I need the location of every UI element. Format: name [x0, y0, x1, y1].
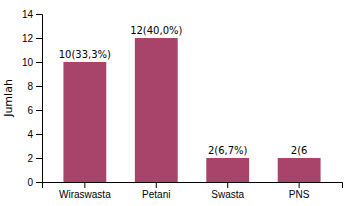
bar [63, 62, 106, 182]
y-tick: 2 [27, 153, 42, 164]
data-label: 2(6,7%) [208, 145, 248, 156]
x-tick-label: Swasta [211, 189, 244, 200]
y-tick-label: 8 [27, 81, 33, 92]
x-tick: PNS [289, 182, 310, 200]
y-tick-label: 6 [27, 105, 33, 116]
x-axis: Wiraswasta Petani Swasta PNS [43, 182, 343, 200]
x-tick-mark [156, 182, 157, 188]
y-tick-mark [36, 38, 42, 39]
y-tick-label: 0 [27, 177, 33, 188]
data-label: 10(33,3%) [59, 49, 111, 60]
y-tick-label: 10 [22, 57, 34, 68]
x-tick-mark [299, 182, 300, 188]
y-tick-mark [36, 14, 42, 15]
x-tick-mark [227, 182, 228, 188]
x-tick-label: Petani [142, 189, 170, 200]
y-tick-mark [36, 182, 42, 183]
bar [278, 158, 321, 182]
chart-container: 0 2 4 6 8 10 12 14 Wiraswasta Petani Swasta PNS 10(3… [0, 0, 352, 206]
y-tick-mark [36, 158, 42, 159]
plot-area: 0 2 4 6 8 10 12 14 Wiraswasta Petani Swasta PNS 10(3… [22, 9, 343, 200]
y-tick-mark [36, 110, 42, 111]
x-tick-label: Wiraswasta [59, 189, 111, 200]
y-tick-label: 4 [27, 129, 33, 140]
data-label: 2(6 [291, 145, 308, 156]
y-tick: 14 [22, 9, 42, 20]
x-tick: Wiraswasta [59, 182, 111, 200]
x-tick-label: PNS [289, 189, 310, 200]
bar [135, 38, 178, 182]
y-tick: 8 [27, 81, 42, 92]
y-axis-line [36, 15, 43, 183]
y-tick-label: 2 [27, 153, 33, 164]
y-tick: 0 [27, 177, 42, 188]
x-tick: Swasta [211, 182, 244, 200]
y-tick-mark [36, 86, 42, 87]
y-tick: 6 [27, 105, 42, 116]
chart-svg: 0 2 4 6 8 10 12 14 Wiraswasta Petani Swasta PNS 10(3… [0, 0, 352, 206]
x-tick: Petani [142, 182, 170, 200]
y-axis: 0 2 4 6 8 10 12 14 [22, 9, 43, 188]
y-tick-label: 12 [22, 33, 34, 44]
y-axis-title: Jumlah [2, 79, 15, 118]
y-tick: 12 [22, 33, 42, 44]
y-tick: 4 [27, 129, 42, 140]
y-tick-label: 14 [22, 9, 34, 20]
x-tick-mark [84, 182, 85, 188]
x-axis-line [43, 183, 343, 189]
data-labels: 10(33,3%) 12(40,0%) 2(6,7%) 2(6 [59, 25, 308, 156]
bar [206, 158, 249, 182]
y-tick: 10 [22, 57, 42, 68]
y-tick-mark [36, 134, 42, 135]
data-label: 12(40,0%) [130, 25, 182, 36]
y-tick-mark [36, 62, 42, 63]
